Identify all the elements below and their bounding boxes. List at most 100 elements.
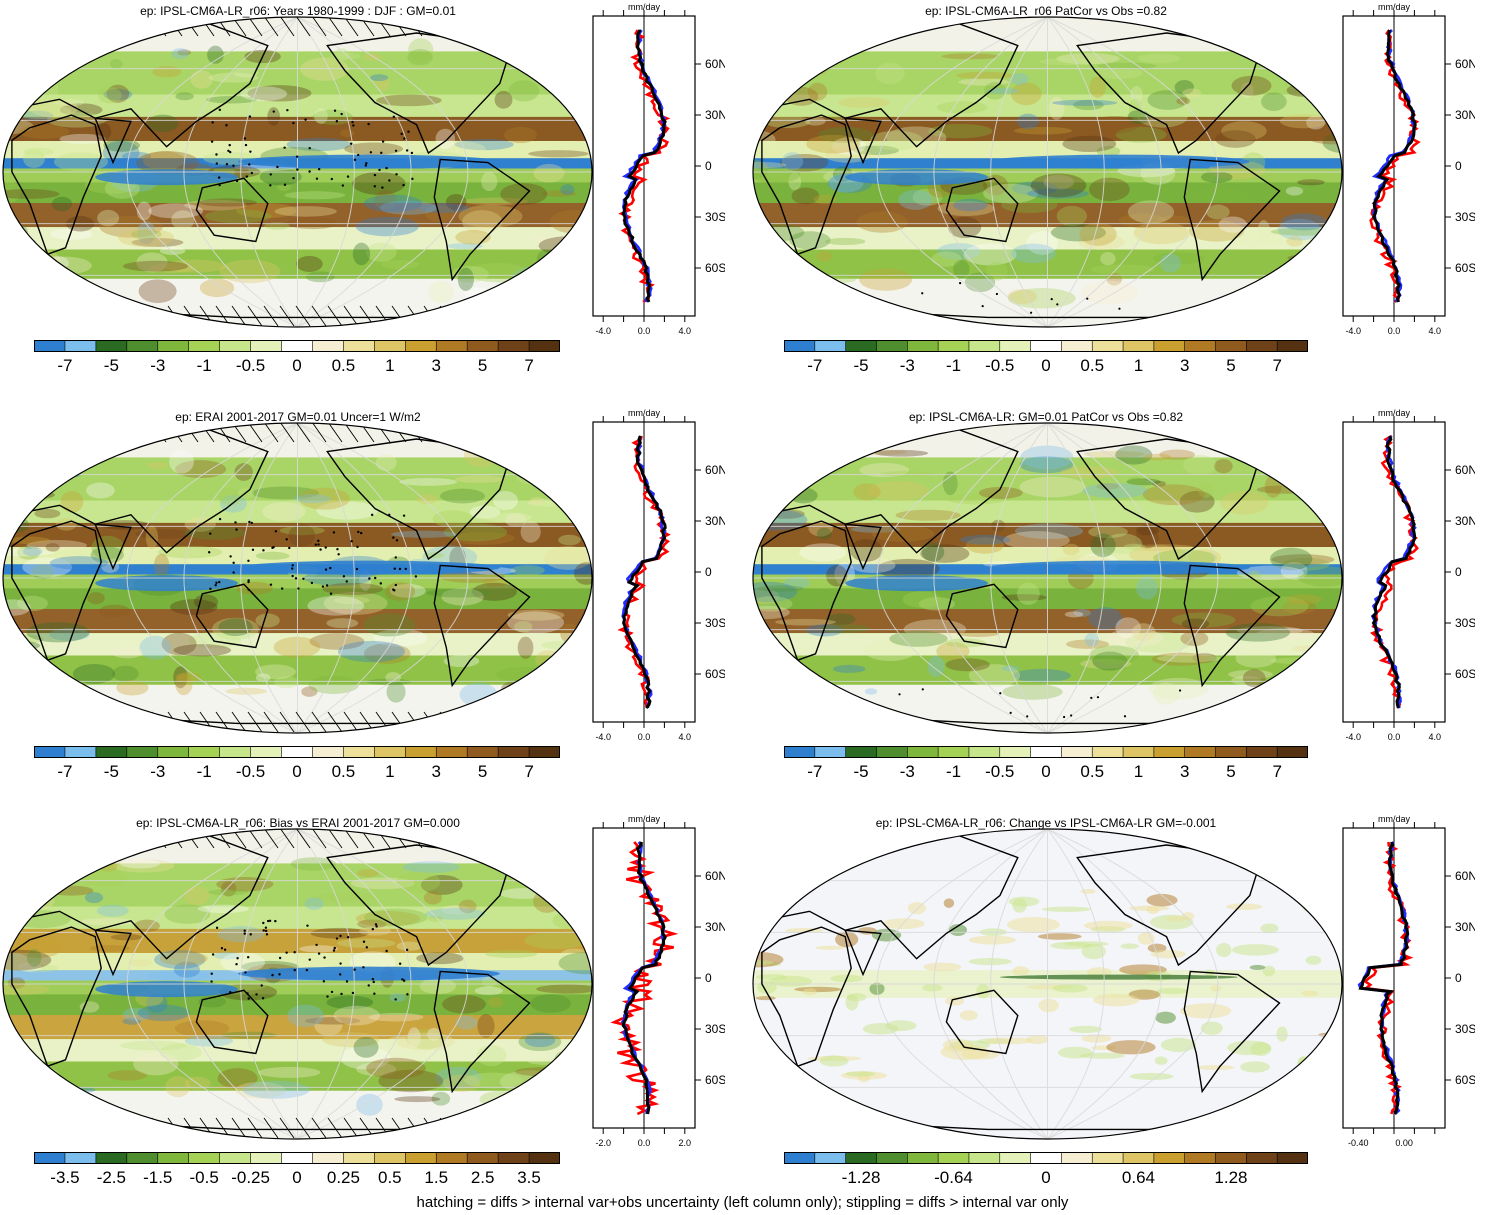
- world-map: [2, 422, 593, 734]
- zonal-x-tick-label: -4.0: [595, 732, 611, 742]
- colorbar-swatch: [1246, 340, 1278, 352]
- colorbar-swatch: [1123, 340, 1155, 352]
- colorbar-swatch: [34, 746, 66, 758]
- colorbar-swatch: [188, 1152, 220, 1164]
- colorbar-swatch: [1184, 340, 1216, 352]
- zonal-lat-label: 30N: [1455, 108, 1475, 122]
- panel-title: ep: IPSL-CM6A-LR_r06 PatCor vs Obs =0.82: [925, 4, 1167, 18]
- colorbar-swatch: [126, 1152, 159, 1164]
- zonal-lat-label: 30N: [705, 514, 725, 528]
- colorbar-tick-label: -3.5: [50, 1168, 80, 1187]
- colorbar-swatch: [312, 1152, 344, 1164]
- panel-title: ep: IPSL-CM6A-LR_r06: Years 1980-1999 : …: [140, 4, 456, 18]
- zonal-lat-label: 60N: [705, 869, 725, 883]
- zonal-x-tick-label: 2.0: [679, 1138, 692, 1148]
- colorbar-swatch: [374, 340, 406, 352]
- colorbar-swatch: [999, 1152, 1031, 1164]
- colorbar-swatch: [845, 746, 877, 758]
- zonal-lat-label: 30S: [705, 1022, 725, 1036]
- zonal-unit-label: mm/day: [1378, 814, 1411, 824]
- zonal-lat-label: 60N: [705, 57, 725, 71]
- zonal-x-tick-label: 4.0: [1429, 326, 1442, 336]
- colorbar-swatch: [188, 340, 220, 352]
- panel-title: ep: ERAI 2001-2017 GM=0.01 Uncer=1 W/m2: [175, 410, 421, 424]
- panel-title: ep: IPSL-CM6A-LR_r06: Change vs IPSL-CM6…: [875, 816, 1217, 830]
- colorbar-tick-label: 0.5: [1080, 762, 1105, 781]
- colorbar-tick-label: 7: [524, 762, 534, 781]
- colorbar: [784, 746, 1308, 758]
- zonal-x-tick-label: -2.0: [595, 1138, 611, 1148]
- zonal-lat-label: 30N: [1455, 920, 1475, 934]
- panel-title: ep: IPSL-CM6A-LR: GM=0.01 PatCor vs Obs …: [908, 410, 1184, 424]
- colorbar-swatch: [312, 746, 344, 758]
- zonal-x-tick-label: 4.0: [1429, 732, 1442, 742]
- colorbar-swatch: [845, 1152, 877, 1164]
- colorbar-tick-label: 0.5: [331, 762, 356, 781]
- colorbar-tick-label: -0.5: [985, 762, 1015, 781]
- zonal-lat-label: 30S: [705, 616, 725, 630]
- colorbar-swatch: [876, 340, 908, 352]
- colorbar-tick-label: -7: [807, 762, 823, 781]
- colorbar-swatch: [498, 1152, 530, 1164]
- colorbar-swatch: [1030, 1152, 1062, 1164]
- colorbar-tick-label: 3: [431, 356, 441, 375]
- colorbar-tick-label: -1: [945, 762, 962, 781]
- colorbar-swatch: [1153, 746, 1186, 758]
- colorbar-tick-label: -1.28: [841, 1168, 881, 1187]
- colorbar-tick-label: 5: [477, 762, 488, 781]
- colorbar-swatch: [467, 1152, 499, 1164]
- colorbar: [34, 1152, 560, 1164]
- colorbar-tick-label: -1: [945, 356, 962, 375]
- colorbar-swatch: [281, 746, 313, 758]
- zonal-lat-label: 0: [1455, 971, 1462, 985]
- zonal-lat-label: 60N: [1455, 463, 1475, 477]
- colorbar-swatch: [938, 1152, 970, 1164]
- colorbar-swatch: [876, 746, 908, 758]
- colorbar-swatch: [1092, 340, 1124, 352]
- colorbar-swatch: [343, 340, 375, 352]
- colorbar-swatch: [95, 1152, 128, 1164]
- zonal-lat-label: 30N: [1455, 514, 1475, 528]
- colorbar-tick-label: -0.25: [231, 1168, 270, 1187]
- zonal-unit-label: mm/day: [628, 814, 661, 824]
- colorbar-swatch: [968, 340, 1001, 352]
- colorbar-swatch: [784, 340, 816, 352]
- colorbar-swatch: [938, 746, 970, 758]
- zonal-lat-label: 60N: [1455, 869, 1475, 883]
- zonal-lat-label: 0: [1455, 565, 1462, 579]
- zonal-lat-label: 0: [705, 971, 712, 985]
- colorbar-tick-label: 5: [1226, 356, 1236, 375]
- colorbar-tick-label: 0.5: [377, 1168, 402, 1187]
- colorbar-swatch: [1061, 340, 1093, 352]
- zonal-unit-label: mm/day: [628, 408, 661, 418]
- zonal-mean-plot: mm/day -2.0 0.0 2.0 60N 30N 0 30S 60S: [592, 814, 725, 1148]
- zonal-profile-red: [617, 435, 671, 709]
- colorbar-swatch: [529, 746, 560, 758]
- colorbar-tick-label: 7: [1272, 356, 1282, 375]
- colorbar-swatch: [1277, 340, 1308, 352]
- zonal-lat-label: 0: [705, 159, 712, 173]
- colorbar-tick-label: 0: [292, 1168, 302, 1187]
- colorbar-tick-label: 0: [1041, 356, 1051, 375]
- colorbar-swatch: [814, 746, 846, 758]
- colorbar-swatch: [1215, 340, 1247, 352]
- colorbar-swatch: [814, 340, 846, 352]
- zonal-lat-label: 30S: [1455, 210, 1475, 224]
- colorbar-swatch: [64, 746, 97, 758]
- colorbar: [784, 340, 1308, 352]
- colorbar-swatch: [219, 1152, 251, 1164]
- colorbar-tick-label: -0.5: [985, 356, 1015, 375]
- colorbar-swatch: [1246, 746, 1278, 758]
- colorbar-swatch: [814, 1152, 846, 1164]
- colorbar-tick-label: 0.5: [1080, 356, 1105, 375]
- colorbar-tick-label: 3: [431, 762, 441, 781]
- colorbar-tick-label: -1: [196, 356, 212, 375]
- colorbar-swatch: [1030, 340, 1062, 352]
- colorbar-swatch: [343, 746, 375, 758]
- colorbar-swatch: [1092, 1152, 1124, 1164]
- colorbar-swatch: [529, 1152, 560, 1164]
- colorbar-swatch: [95, 340, 128, 352]
- colorbar-swatch: [1061, 746, 1093, 758]
- zonal-lat-label: 0: [1455, 159, 1462, 173]
- colorbar-swatch: [436, 1152, 468, 1164]
